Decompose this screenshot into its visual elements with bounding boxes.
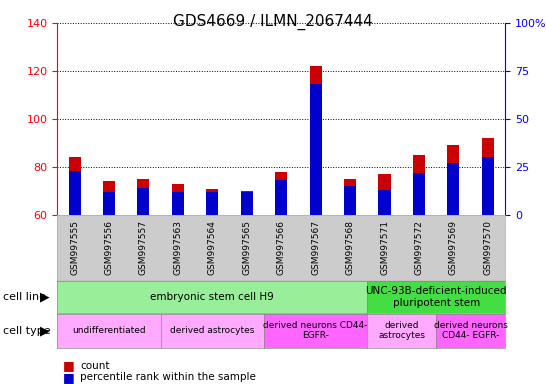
Bar (275, 180, 287, 215)
Text: ▶: ▶ (40, 291, 50, 304)
Text: GSM997555: GSM997555 (70, 220, 79, 275)
Bar (310, 84, 322, 215)
Bar (138, 188, 150, 215)
Bar (103, 181, 115, 215)
Bar (103, 192, 115, 215)
Bar (206, 192, 218, 215)
Text: derived neurons
CD44- EGFR-: derived neurons CD44- EGFR- (434, 321, 508, 340)
Text: ■: ■ (63, 359, 75, 372)
Text: derived astrocytes: derived astrocytes (170, 326, 254, 335)
Text: GSM997566: GSM997566 (277, 220, 286, 275)
Bar (172, 192, 184, 215)
Bar (413, 155, 425, 215)
Bar (69, 171, 81, 215)
Bar (206, 189, 218, 215)
Bar (241, 191, 253, 215)
Text: UNC-93B-deficient-induced
pluripotent stem: UNC-93B-deficient-induced pluripotent st… (365, 286, 507, 308)
Bar (378, 190, 390, 215)
Text: embryonic stem cell H9: embryonic stem cell H9 (151, 292, 274, 302)
Bar (447, 163, 459, 215)
Bar (413, 173, 425, 215)
Text: GSM997564: GSM997564 (208, 220, 217, 275)
Text: cell line: cell line (3, 292, 46, 302)
Text: GSM997567: GSM997567 (311, 220, 320, 275)
Text: GSM997571: GSM997571 (380, 220, 389, 275)
Text: GDS4669 / ILMN_2067444: GDS4669 / ILMN_2067444 (173, 13, 373, 30)
Text: undifferentiated: undifferentiated (72, 326, 146, 335)
Bar (447, 146, 459, 215)
Bar (172, 184, 184, 215)
Bar (138, 179, 150, 215)
Bar (344, 179, 356, 215)
Text: count: count (80, 361, 110, 371)
Text: GSM997568: GSM997568 (346, 220, 354, 275)
Text: derived
astrocytes: derived astrocytes (378, 321, 425, 340)
Text: GSM997557: GSM997557 (139, 220, 148, 275)
Text: GSM997556: GSM997556 (104, 220, 114, 275)
Bar (69, 157, 81, 215)
Text: percentile rank within the sample: percentile rank within the sample (80, 372, 256, 382)
Text: GSM997563: GSM997563 (174, 220, 182, 275)
Bar (482, 157, 494, 215)
Text: GSM997565: GSM997565 (242, 220, 251, 275)
Text: cell type: cell type (3, 326, 50, 336)
Bar (482, 138, 494, 215)
Text: ■: ■ (63, 371, 75, 384)
Bar (378, 174, 390, 215)
Bar (275, 172, 287, 215)
Text: ▶: ▶ (40, 324, 50, 337)
Bar (344, 186, 356, 215)
Bar (310, 66, 322, 215)
Text: GSM997570: GSM997570 (483, 220, 492, 275)
Text: derived neurons CD44-
EGFR-: derived neurons CD44- EGFR- (263, 321, 368, 340)
Text: GSM997569: GSM997569 (449, 220, 458, 275)
Text: GSM997572: GSM997572 (414, 220, 424, 275)
Bar (241, 192, 253, 215)
